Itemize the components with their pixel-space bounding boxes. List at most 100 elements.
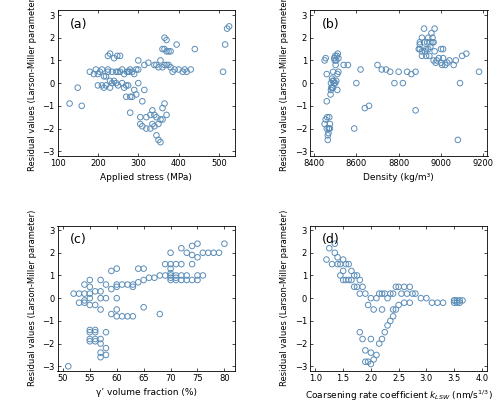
Point xyxy=(86,338,94,345)
Point xyxy=(426,39,434,46)
Point xyxy=(152,62,160,68)
Point xyxy=(453,299,461,306)
Point xyxy=(188,243,196,249)
Point xyxy=(437,46,445,52)
Point xyxy=(329,68,337,75)
Point xyxy=(120,71,128,78)
Point xyxy=(428,39,436,46)
Point xyxy=(106,78,114,84)
Point xyxy=(219,68,227,75)
Point xyxy=(389,313,397,320)
Point xyxy=(146,111,154,118)
Point xyxy=(325,125,333,132)
Point xyxy=(450,299,458,306)
Point xyxy=(164,48,172,55)
Point xyxy=(86,336,94,342)
Point xyxy=(356,290,364,297)
Point xyxy=(420,39,428,46)
Point xyxy=(188,252,196,259)
Point xyxy=(112,80,120,86)
Point xyxy=(156,139,164,145)
Point xyxy=(389,290,397,297)
Point xyxy=(375,340,383,347)
Point xyxy=(416,46,424,52)
Point xyxy=(116,52,124,59)
Point xyxy=(80,297,88,304)
Point xyxy=(367,336,375,342)
Y-axis label: Residual values (Larson-Miller parameter): Residual values (Larson-Miller parameter… xyxy=(280,0,289,171)
Point xyxy=(108,68,116,75)
Point xyxy=(100,84,108,91)
Point xyxy=(112,281,120,288)
Point xyxy=(166,270,174,277)
Point xyxy=(330,55,338,62)
Point xyxy=(123,68,131,75)
Point xyxy=(444,59,452,66)
Point xyxy=(166,261,174,267)
Point xyxy=(423,39,431,46)
Point xyxy=(138,98,146,105)
Point xyxy=(148,121,156,127)
Point xyxy=(364,302,372,308)
Point xyxy=(158,116,166,123)
Point xyxy=(130,71,138,78)
Point xyxy=(334,87,342,93)
Point xyxy=(104,66,112,73)
Point xyxy=(96,68,104,75)
Point xyxy=(191,46,199,52)
Point xyxy=(80,281,88,288)
Point xyxy=(106,50,114,57)
Point xyxy=(160,62,168,68)
Point xyxy=(126,66,134,73)
Point xyxy=(106,84,114,91)
Point xyxy=(456,297,464,304)
Point xyxy=(392,284,400,290)
Point xyxy=(134,265,142,272)
Point xyxy=(437,59,445,66)
Point xyxy=(398,290,406,297)
Point xyxy=(150,62,158,68)
Point xyxy=(188,277,196,283)
Point xyxy=(178,277,186,283)
Point xyxy=(456,80,464,86)
Point xyxy=(450,62,458,68)
Point xyxy=(182,68,190,75)
Point xyxy=(416,41,424,48)
Point xyxy=(126,109,134,116)
Point xyxy=(98,82,106,89)
Point xyxy=(394,302,402,308)
Point xyxy=(428,299,436,306)
Point xyxy=(108,286,116,292)
Point xyxy=(378,290,386,297)
Point xyxy=(96,340,104,347)
Point xyxy=(378,66,386,73)
Point xyxy=(353,272,361,279)
Point xyxy=(370,356,378,363)
Point xyxy=(344,277,352,283)
Point xyxy=(362,347,370,354)
Point xyxy=(325,245,333,251)
Point xyxy=(339,268,347,274)
Point xyxy=(162,62,170,68)
Point xyxy=(434,299,442,306)
Point xyxy=(358,336,366,342)
Point xyxy=(326,91,334,98)
Point xyxy=(91,326,99,333)
Point xyxy=(172,274,180,281)
Point xyxy=(112,68,120,75)
Point xyxy=(327,87,335,93)
Point xyxy=(122,82,130,89)
Point xyxy=(91,329,99,336)
Point xyxy=(156,272,164,279)
Point xyxy=(412,68,420,75)
Point xyxy=(426,52,434,59)
Point xyxy=(96,354,104,360)
Point xyxy=(102,345,110,352)
Point xyxy=(172,41,180,48)
Point xyxy=(172,272,180,279)
Point xyxy=(342,261,350,267)
Point xyxy=(194,277,202,283)
Point xyxy=(160,46,168,52)
Point xyxy=(166,277,174,283)
Point xyxy=(162,48,170,55)
